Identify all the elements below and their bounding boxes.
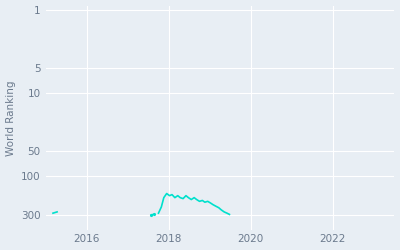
Y-axis label: World Ranking: World Ranking [6, 80, 16, 156]
